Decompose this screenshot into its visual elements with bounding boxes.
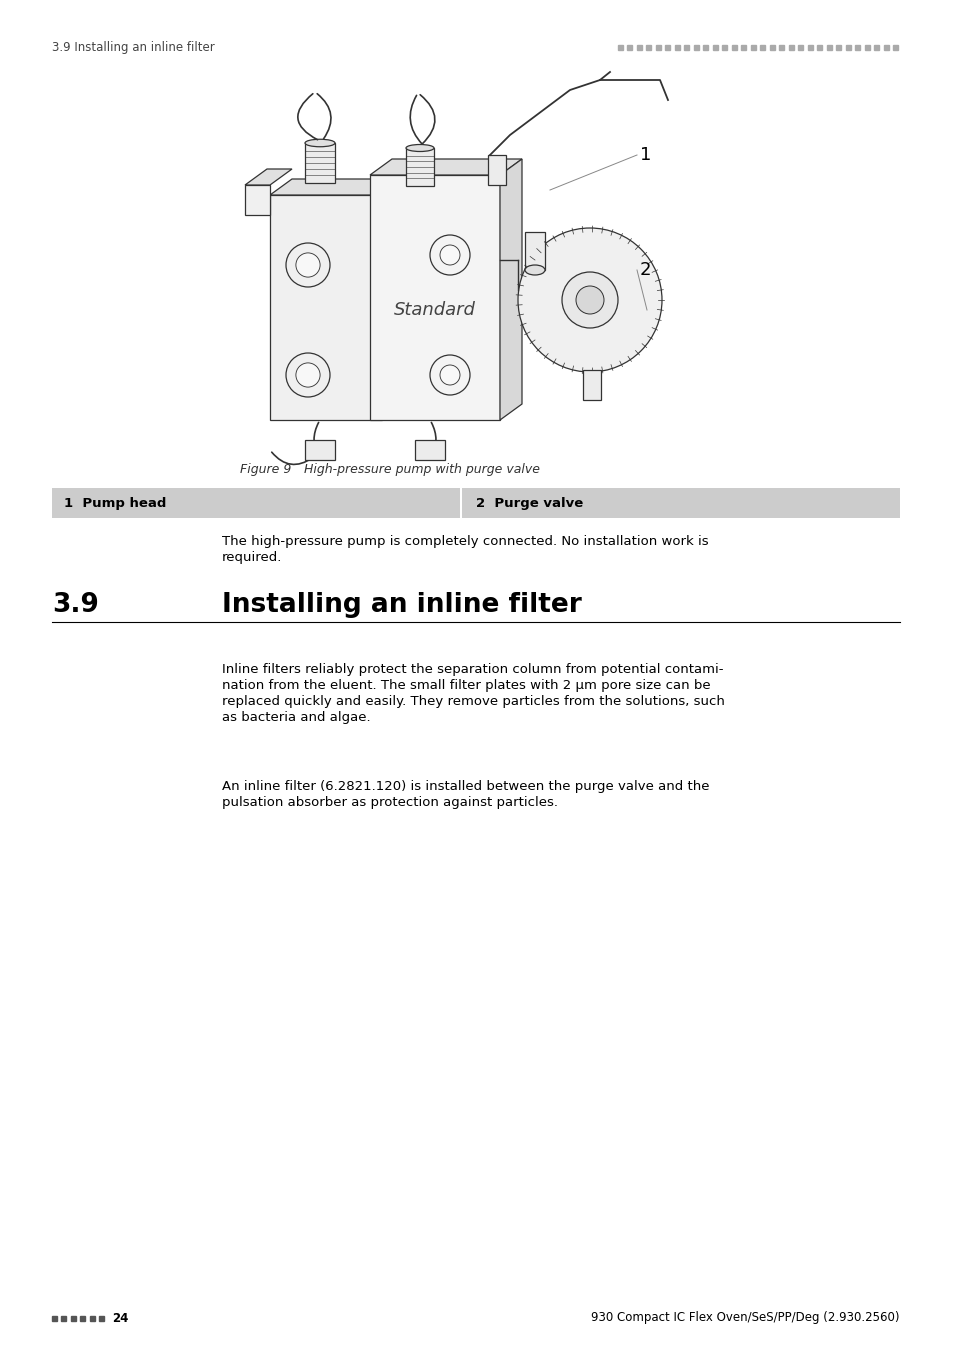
Circle shape <box>286 352 330 397</box>
Text: 930 Compact IC Flex Oven/SeS/PP/Deg (2.930.2560): 930 Compact IC Flex Oven/SeS/PP/Deg (2.9… <box>591 1311 899 1324</box>
Bar <box>817 45 821 50</box>
Bar <box>71 1315 76 1320</box>
Circle shape <box>430 235 470 275</box>
Circle shape <box>561 271 618 328</box>
Bar <box>461 487 899 518</box>
Text: as bacteria and algae.: as bacteria and algae. <box>222 711 370 724</box>
Bar <box>627 45 632 50</box>
Bar <box>740 45 745 50</box>
Text: required.: required. <box>222 551 282 564</box>
Circle shape <box>439 244 459 265</box>
Bar <box>693 45 699 50</box>
Polygon shape <box>370 159 521 176</box>
Bar <box>305 440 335 460</box>
Text: nation from the eluent. The small filter plates with 2 μm pore size can be: nation from the eluent. The small filter… <box>222 679 710 693</box>
Text: An inline filter (6.2821.120) is installed between the purge valve and the: An inline filter (6.2821.120) is install… <box>222 780 709 792</box>
Text: 3.9 Installing an inline filter: 3.9 Installing an inline filter <box>52 40 214 54</box>
Bar <box>90 1315 95 1320</box>
Bar <box>80 1315 86 1320</box>
Text: Figure 9: Figure 9 <box>240 463 291 477</box>
Bar <box>826 45 831 50</box>
Bar <box>406 148 434 186</box>
Circle shape <box>517 228 661 373</box>
Bar <box>52 487 459 518</box>
Bar <box>788 45 793 50</box>
Bar <box>305 143 335 184</box>
Text: 1: 1 <box>639 146 651 163</box>
Bar <box>524 232 544 270</box>
Polygon shape <box>270 180 403 194</box>
Bar <box>855 45 860 50</box>
Bar <box>721 45 727 50</box>
Polygon shape <box>245 169 292 185</box>
Bar <box>750 45 755 50</box>
Bar <box>760 45 764 50</box>
Circle shape <box>295 363 320 387</box>
Text: 3.9: 3.9 <box>52 593 99 618</box>
Text: replaced quickly and easily. They remove particles from the solutions, such: replaced quickly and easily. They remove… <box>222 695 724 707</box>
Polygon shape <box>381 180 403 420</box>
Text: 1  Pump head: 1 Pump head <box>64 497 166 509</box>
Ellipse shape <box>524 265 544 275</box>
Text: High-pressure pump with purge valve: High-pressure pump with purge valve <box>292 463 539 477</box>
Bar <box>637 45 641 50</box>
Polygon shape <box>245 185 270 215</box>
Text: Standard: Standard <box>394 301 476 319</box>
Text: 2: 2 <box>639 261 651 279</box>
Bar <box>488 155 505 185</box>
Bar <box>769 45 774 50</box>
Bar <box>883 45 888 50</box>
Bar <box>646 45 651 50</box>
Circle shape <box>295 252 320 277</box>
Polygon shape <box>370 176 499 420</box>
Bar <box>415 440 444 460</box>
Bar <box>712 45 718 50</box>
Text: Inline filters reliably protect the separation column from potential contami-: Inline filters reliably protect the sepa… <box>222 663 722 676</box>
Bar <box>779 45 783 50</box>
Text: 2  Purge valve: 2 Purge valve <box>476 497 582 509</box>
Ellipse shape <box>305 139 335 147</box>
Polygon shape <box>270 194 381 420</box>
Bar <box>61 1315 67 1320</box>
Text: 24: 24 <box>112 1311 129 1324</box>
Bar <box>675 45 679 50</box>
Bar <box>52 1315 57 1320</box>
Circle shape <box>286 243 330 288</box>
Bar <box>836 45 841 50</box>
Circle shape <box>576 286 603 315</box>
Bar <box>893 45 898 50</box>
Bar <box>874 45 879 50</box>
Bar <box>618 45 622 50</box>
Circle shape <box>439 364 459 385</box>
Bar <box>807 45 812 50</box>
Ellipse shape <box>406 144 434 151</box>
Bar <box>845 45 850 50</box>
Text: The high-pressure pump is completely connected. No installation work is: The high-pressure pump is completely con… <box>222 535 708 548</box>
Bar <box>665 45 670 50</box>
Bar <box>582 370 600 400</box>
Bar <box>684 45 689 50</box>
Bar <box>702 45 708 50</box>
Circle shape <box>430 355 470 396</box>
Bar <box>864 45 869 50</box>
Bar <box>731 45 737 50</box>
Bar <box>656 45 660 50</box>
Text: Installing an inline filter: Installing an inline filter <box>222 593 581 618</box>
Text: pulsation absorber as protection against particles.: pulsation absorber as protection against… <box>222 796 558 809</box>
Bar <box>99 1315 105 1320</box>
Polygon shape <box>499 159 521 420</box>
Bar <box>798 45 802 50</box>
